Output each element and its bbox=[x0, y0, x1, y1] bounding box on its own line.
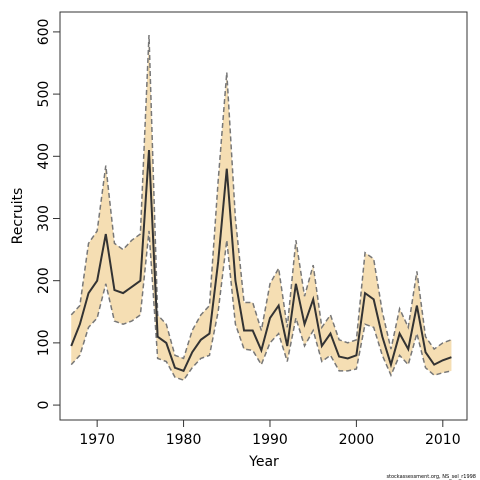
y-axis-label: Recruits bbox=[10, 188, 26, 245]
x-tick-label: 2010 bbox=[425, 432, 461, 448]
x-tick-label: 2000 bbox=[339, 432, 375, 448]
x-tick-label: 1970 bbox=[79, 432, 115, 448]
recruits-line bbox=[70, 150, 452, 373]
footnote: stockassessment.org, NS_sel_r1998 bbox=[386, 474, 476, 480]
x-tick-label: 1990 bbox=[252, 432, 288, 448]
y-tick-label: 400 bbox=[36, 143, 52, 170]
y-tick-label: 300 bbox=[36, 205, 52, 232]
ci-upper-line bbox=[70, 34, 452, 360]
x-tick-label: 1980 bbox=[166, 432, 202, 448]
y-tick-label: 0 bbox=[36, 401, 52, 410]
ci-lower-line bbox=[70, 230, 452, 382]
x-axis-label: Year bbox=[248, 454, 279, 470]
y-tick-label: 600 bbox=[36, 19, 52, 46]
y-tick-label: 100 bbox=[36, 330, 52, 357]
y-tick-label: 500 bbox=[36, 81, 52, 108]
plot-frame bbox=[59, 11, 468, 421]
y-tick-label: 200 bbox=[36, 267, 52, 294]
